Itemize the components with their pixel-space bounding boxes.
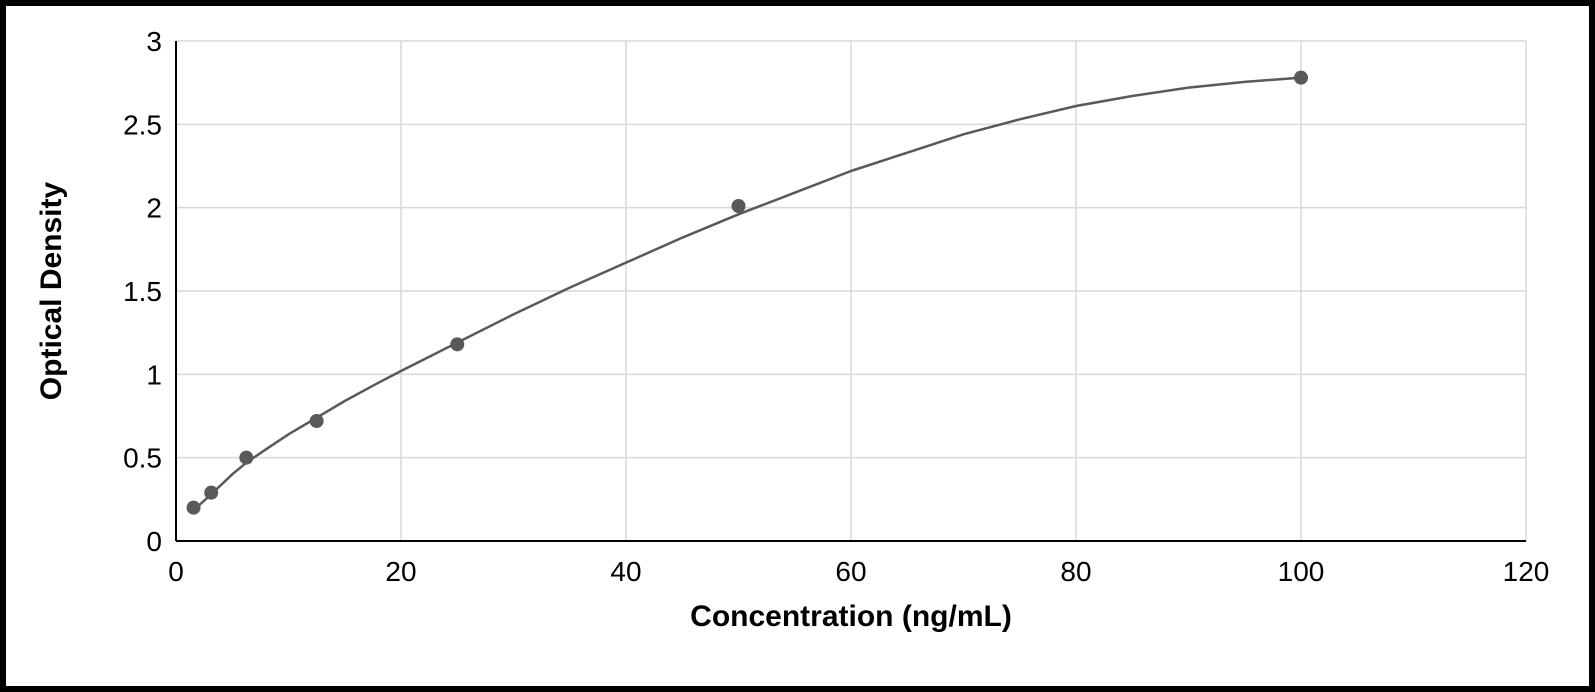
x-axis-label: Concentration (ng/mL) (690, 600, 1012, 633)
y-tick-label: 1.5 (123, 276, 162, 307)
chart-svg: 0 20 40 60 80 100 120 0 0.5 1 1.5 2 2.5 3 Concentratio… (6, 6, 1589, 686)
y-axis-label: Optical Density (35, 181, 68, 400)
x-tick-label: 20 (385, 556, 416, 587)
x-tick-label: 40 (610, 556, 641, 587)
x-tick-label: 60 (835, 556, 866, 587)
y-tick-label: 2.5 (123, 109, 162, 140)
x-tick-label: 120 (1503, 556, 1550, 587)
y-tick-label: 3 (146, 26, 162, 57)
x-tick-label: 80 (1060, 556, 1091, 587)
y-tick-label: 0.5 (123, 443, 162, 474)
data-point-marker (450, 337, 464, 351)
data-point-marker (204, 486, 218, 500)
data-point-marker (187, 501, 201, 515)
y-tick-label: 2 (146, 193, 162, 224)
data-point-marker (1294, 71, 1308, 85)
y-tick-label: 1 (146, 359, 162, 390)
chart-frame: 0 20 40 60 80 100 120 0 0.5 1 1.5 2 2.5 3 Concentratio… (0, 0, 1595, 692)
x-tick-label: 100 (1278, 556, 1325, 587)
y-tick-label: 0 (146, 526, 162, 557)
data-point-marker (732, 199, 746, 213)
data-point-marker (310, 414, 324, 428)
x-tick-label: 0 (168, 556, 184, 587)
data-point-marker (239, 451, 253, 465)
